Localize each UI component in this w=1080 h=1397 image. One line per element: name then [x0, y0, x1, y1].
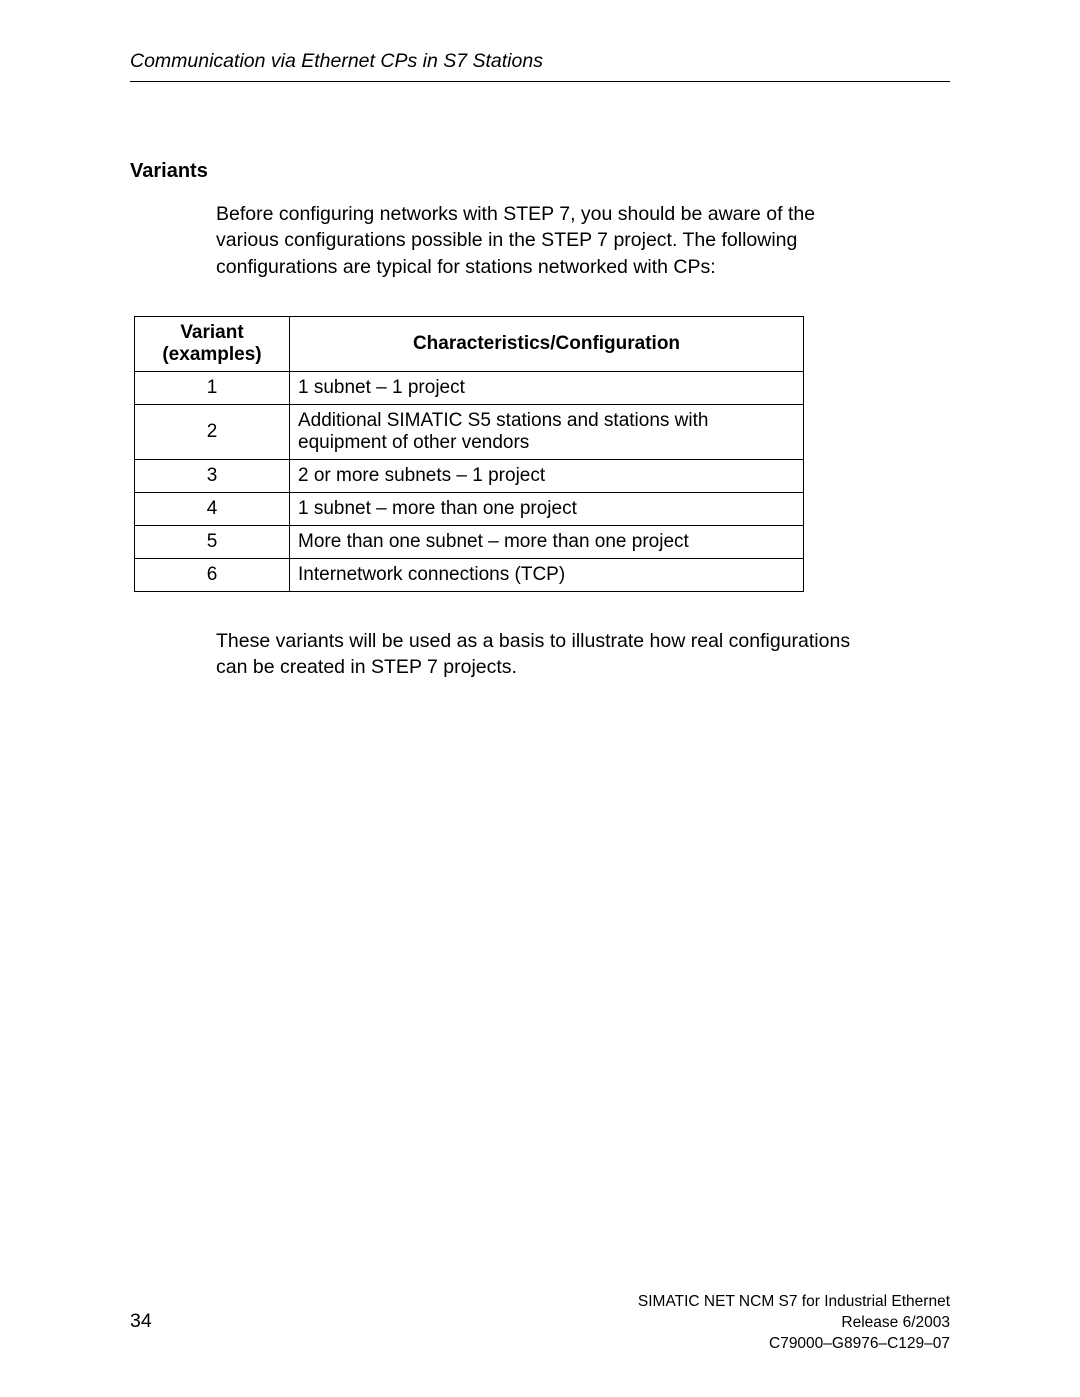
footer-line-2: Release 6/2003: [638, 1313, 950, 1334]
table-row: 1 1 subnet – 1 project: [135, 371, 804, 404]
cell-variant: 4: [135, 492, 290, 525]
cell-config: 1 subnet – more than one project: [290, 492, 804, 525]
table-row: 3 2 or more subnets – 1 project: [135, 459, 804, 492]
footer-right-block: SIMATIC NET NCM S7 for Industrial Ethern…: [638, 1292, 950, 1355]
page-number: 34: [130, 1310, 152, 1333]
col-header-config: Characteristics/Configuration: [290, 316, 804, 371]
header-block: Communication via Ethernet CPs in S7 Sta…: [130, 50, 950, 82]
header-rule: [130, 81, 950, 82]
table-header-row: Variant (examples) Characteristics/Confi…: [135, 316, 804, 371]
col-header-variant: Variant (examples): [135, 316, 290, 371]
running-header: Communication via Ethernet CPs in S7 Sta…: [130, 50, 950, 79]
cell-variant: 5: [135, 525, 290, 558]
footer-line-1: SIMATIC NET NCM S7 for Industrial Ethern…: [638, 1292, 950, 1313]
cell-variant: 1: [135, 371, 290, 404]
page-content: Communication via Ethernet CPs in S7 Sta…: [130, 50, 950, 681]
cell-variant: 2: [135, 404, 290, 459]
variants-table: Variant (examples) Characteristics/Confi…: [134, 316, 804, 592]
intro-paragraph: Before configuring networks with STEP 7,…: [216, 201, 876, 280]
table-row: 4 1 subnet – more than one project: [135, 492, 804, 525]
table-row: 5 More than one subnet – more than one p…: [135, 525, 804, 558]
footer-line-3: C79000–G8976–C129–07: [638, 1334, 950, 1355]
outro-paragraph: These variants will be used as a basis t…: [216, 628, 876, 681]
cell-variant: 6: [135, 558, 290, 591]
table-row: 2 Additional SIMATIC S5 stations and sta…: [135, 404, 804, 459]
cell-config: More than one subnet – more than one pro…: [290, 525, 804, 558]
cell-variant: 3: [135, 459, 290, 492]
section-heading: Variants: [130, 160, 950, 183]
cell-config: 1 subnet – 1 project: [290, 371, 804, 404]
cell-config: Internetwork connections (TCP): [290, 558, 804, 591]
cell-config: Additional SIMATIC S5 stations and stati…: [290, 404, 804, 459]
table-row: 6 Internetwork connections (TCP): [135, 558, 804, 591]
cell-config: 2 or more subnets – 1 project: [290, 459, 804, 492]
